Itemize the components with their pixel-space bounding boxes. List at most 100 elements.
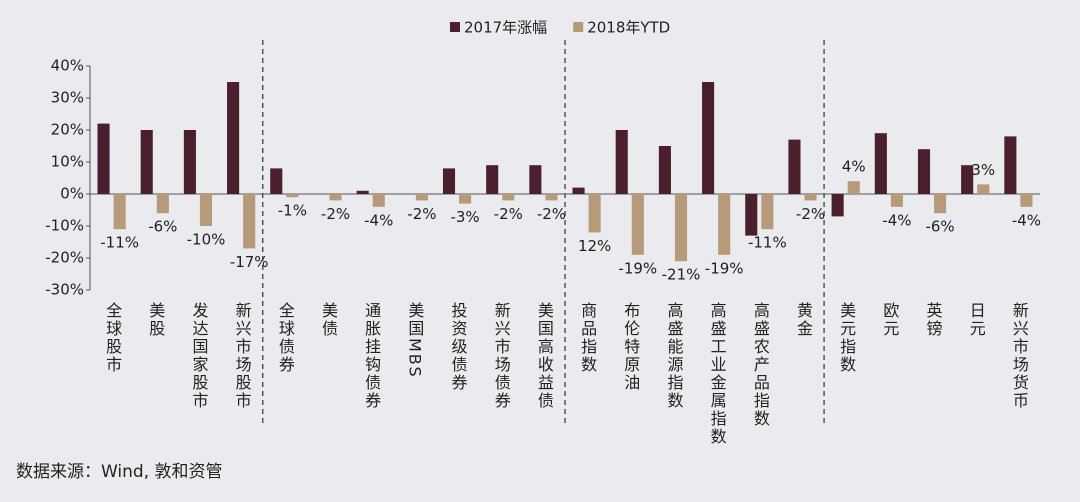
value-label: -6%	[925, 218, 954, 236]
bar	[917, 149, 931, 194]
bar	[572, 187, 585, 194]
bar	[658, 146, 671, 194]
x-tick-label: 美债	[319, 302, 338, 338]
bar	[1020, 194, 1033, 207]
value-label: 3%	[971, 161, 995, 179]
bar	[890, 194, 903, 207]
bar	[615, 130, 628, 194]
x-tick-label: 通胀挂钩债券	[362, 302, 381, 410]
bar	[1004, 136, 1017, 194]
bar	[502, 194, 515, 201]
x-tick-label: 欧元	[880, 302, 899, 338]
bar	[459, 194, 472, 204]
bar	[243, 194, 256, 249]
x-tick-label: 美国MBS	[405, 302, 424, 379]
x-tick-label: 全球债券	[276, 302, 295, 374]
bar	[831, 194, 844, 217]
value-label: -4%	[364, 211, 393, 229]
value-label: -2%	[407, 205, 436, 223]
bar	[415, 194, 428, 201]
legend-label: 2018年YTD	[587, 19, 670, 37]
bar	[140, 130, 153, 194]
bar	[270, 168, 283, 194]
bar	[977, 184, 990, 194]
value-label: -4%	[882, 211, 911, 229]
value-label: -19%	[618, 259, 657, 277]
value-label: -17%	[230, 253, 269, 271]
value-label: -6%	[148, 218, 177, 236]
x-tick-label: 新兴市场债券	[492, 302, 511, 410]
bar	[183, 130, 196, 194]
value-label: -10%	[187, 231, 226, 249]
bar	[529, 165, 542, 194]
bar	[718, 194, 731, 255]
value-label: -2%	[796, 205, 825, 223]
x-tick-label: 日元	[967, 302, 986, 338]
value-label: -19%	[705, 259, 744, 277]
x-tick-label: 新兴市场货币	[1010, 302, 1029, 410]
bar	[97, 123, 110, 194]
legend-label: 2017年涨幅	[464, 19, 547, 37]
bar	[156, 194, 169, 214]
bar	[545, 194, 558, 201]
value-label: 12%	[578, 237, 611, 255]
bar	[788, 139, 801, 194]
bar	[199, 194, 213, 226]
x-tick-label: 布伦特原油	[621, 302, 640, 392]
value-label: -2%	[494, 205, 523, 223]
bar	[113, 194, 126, 230]
value-label: -4%	[1012, 211, 1041, 229]
value-label: -1%	[278, 202, 307, 220]
y-tick-label: 30%	[51, 89, 84, 107]
x-tick-label: 美元指数	[837, 302, 856, 374]
bar	[631, 194, 644, 255]
x-tick-label: 发达国家股市	[189, 302, 208, 410]
bar	[486, 165, 499, 194]
x-tick-label: 全球股市	[103, 302, 122, 374]
bar	[804, 194, 817, 201]
y-tick-label: 10%	[51, 153, 84, 171]
x-tick-label: 高盛能源指数	[664, 302, 683, 410]
y-tick-label: 0%	[60, 185, 84, 203]
bar	[761, 194, 774, 230]
value-label: -11%	[748, 234, 787, 252]
x-tick-label: 高盛农产品指数	[751, 302, 770, 428]
bar	[227, 82, 240, 194]
bar	[961, 165, 974, 194]
legend-swatch	[450, 22, 460, 32]
bar	[372, 194, 385, 207]
value-label: -21%	[662, 266, 701, 284]
bar	[847, 181, 860, 194]
value-label: -2%	[321, 205, 350, 223]
value-label: -2%	[537, 205, 566, 223]
x-tick-label: 新兴市场股市	[233, 302, 252, 410]
bar	[674, 194, 688, 262]
source-note: 数据来源：Wind, 敦和资管	[16, 462, 223, 482]
y-tick-label: -20%	[45, 249, 84, 267]
y-tick-label: 20%	[51, 121, 84, 139]
bar	[874, 133, 887, 194]
x-tick-label: 美国高收益债	[535, 302, 554, 410]
bar	[442, 168, 456, 194]
x-tick-label: 高盛工业金属指数	[708, 302, 727, 446]
value-label: -11%	[100, 234, 139, 252]
y-tick-label: 40%	[51, 57, 84, 75]
bar	[329, 194, 342, 201]
bar	[286, 194, 299, 198]
y-tick-label: -10%	[45, 217, 84, 235]
value-label: 4%	[842, 158, 866, 176]
bar	[702, 82, 715, 194]
x-tick-label: 美股	[146, 302, 165, 338]
x-tick-label: 英镑	[924, 302, 943, 338]
bar	[745, 194, 758, 236]
bar	[934, 194, 947, 214]
bar	[588, 194, 601, 233]
y-tick-label: -30%	[45, 281, 84, 299]
value-label: -3%	[450, 208, 479, 226]
legend-swatch	[573, 22, 584, 32]
x-tick-label: 黄金	[794, 302, 813, 338]
bar	[356, 190, 369, 194]
x-tick-label: 投资级债券	[449, 302, 468, 392]
x-tick-label: 商品指数	[578, 302, 597, 374]
